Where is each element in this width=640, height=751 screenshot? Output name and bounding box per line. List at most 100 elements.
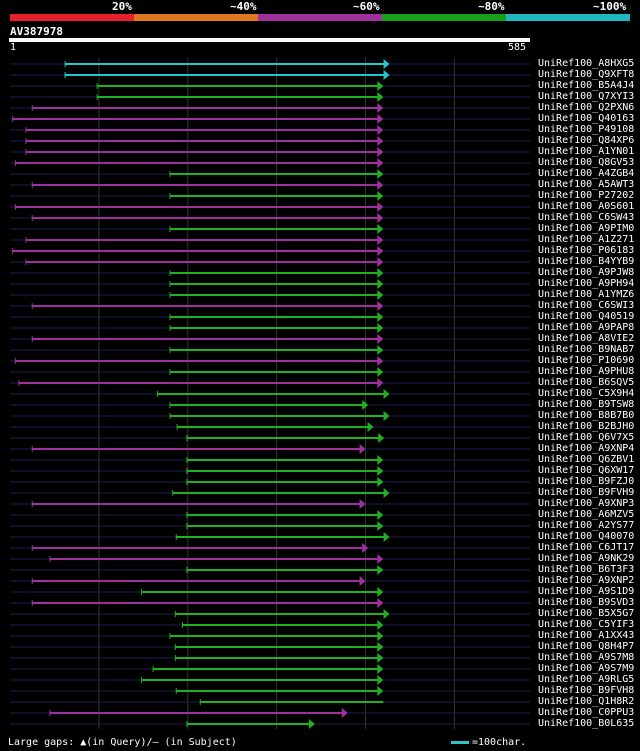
legend-label: ~80%: [478, 0, 505, 13]
hit-label[interactable]: UniRef100_P27202: [538, 190, 635, 201]
hit-label[interactable]: UniRef100_A9S7M8: [538, 652, 635, 663]
legend-label: ~60%: [353, 0, 380, 13]
hit-label[interactable]: UniRef100_A9PAP8: [538, 322, 635, 333]
hit-end-arrow: [377, 675, 384, 685]
hit-label[interactable]: UniRef100_B9NAB7: [538, 344, 635, 355]
hit-end-arrow: [377, 466, 384, 476]
hit-end-arrow: [377, 158, 384, 168]
hit-label[interactable]: UniRef100_Q40070: [538, 531, 635, 542]
hit-label[interactable]: UniRef100_Q6XW17: [538, 465, 635, 476]
hit-end-arrow: [377, 565, 384, 575]
hit-end-arrow: [308, 719, 315, 729]
hit-end-arrow: [377, 103, 384, 113]
hit-label[interactable]: UniRef100_B9FVH8: [538, 685, 635, 696]
hit-label[interactable]: UniRef100_A1XX43: [538, 630, 635, 641]
hit-end-arrow: [378, 433, 385, 443]
hit-label[interactable]: UniRef100_A9S7M9: [538, 663, 635, 674]
hit-label[interactable]: UniRef100_C5YIF3: [538, 619, 635, 630]
ruler-end-label: 585: [508, 42, 527, 53]
hit-label[interactable]: UniRef100_A9PJW8: [538, 267, 635, 278]
hit-label[interactable]: UniRef100_A8VIE2: [538, 333, 635, 344]
hit-end-arrow: [377, 92, 384, 102]
hit-end-arrow: [377, 301, 384, 311]
hit-label[interactable]: UniRef100_B9FVH9: [538, 487, 635, 498]
hit-end-arrow: [377, 202, 384, 212]
hit-end-arrow: [377, 191, 384, 201]
hit-end-arrow: [383, 389, 390, 399]
scale-swatch: [451, 740, 469, 744]
hit-label[interactable]: UniRef100_A9XNP4: [538, 443, 635, 454]
hit-label[interactable]: UniRef100_A9S1D9: [538, 586, 635, 597]
query-title: AV387978: [10, 25, 63, 38]
hit-end-arrow: [377, 455, 384, 465]
hit-label[interactable]: UniRef100_A4ZGB4: [538, 168, 635, 179]
hit-label[interactable]: UniRef100_A9PIM0: [538, 223, 635, 234]
hit-end-arrow: [383, 532, 390, 542]
hit-label[interactable]: UniRef100_P49108: [538, 124, 635, 135]
hit-label[interactable]: UniRef100_Q6ZBV1: [538, 454, 635, 465]
hit-label[interactable]: UniRef100_Q7XYI3: [538, 91, 635, 102]
hit-label[interactable]: UniRef100_B6T3F3: [538, 564, 635, 575]
hit-label[interactable]: UniRef100_A2YS77: [538, 520, 635, 531]
hit-label[interactable]: UniRef100_A9XNP3: [538, 498, 635, 509]
hit-end-arrow: [359, 576, 366, 586]
hit-label[interactable]: UniRef100_P06183: [538, 245, 635, 256]
hit-label[interactable]: UniRef100_C6SW43: [538, 212, 635, 223]
hit-label[interactable]: UniRef100_A5AWT3: [538, 179, 635, 190]
hit-label[interactable]: UniRef100_A9PH94: [538, 278, 635, 289]
hit-end-arrow: [377, 147, 384, 157]
hit-label[interactable]: UniRef100_Q6V7X5: [538, 432, 635, 443]
hit-label[interactable]: UniRef100_C5X9H4: [538, 388, 635, 399]
hit-end-arrow: [377, 224, 384, 234]
hit-label[interactable]: UniRef100_B5A4J4: [538, 80, 635, 91]
hit-end-arrow: [377, 510, 384, 520]
hit-label[interactable]: UniRef100_A0S601: [538, 201, 635, 212]
hit-label[interactable]: UniRef100_Q1H8R2: [538, 696, 635, 707]
hit-label[interactable]: UniRef100_B9FZJ0: [538, 476, 635, 487]
hit-label[interactable]: UniRef100_Q8GV53: [538, 157, 635, 168]
hit-label[interactable]: UniRef100_B0L635: [538, 718, 635, 729]
hit-label[interactable]: UniRef100_B4YYB9: [538, 256, 635, 267]
hit-label[interactable]: UniRef100_A9RLG5: [538, 674, 635, 685]
hit-end-arrow: [377, 554, 384, 564]
hit-label[interactable]: UniRef100_A9NK29: [538, 553, 635, 564]
hit-label[interactable]: UniRef100_A1Z271: [538, 234, 635, 245]
hit-label[interactable]: UniRef100_A1YMZ6: [538, 289, 635, 300]
hit-label[interactable]: UniRef100_A8HXG5: [538, 58, 635, 69]
hit-label[interactable]: UniRef100_Q84XP6: [538, 135, 635, 146]
hit-end-arrow: [377, 180, 384, 190]
hit-label[interactable]: UniRef100_B9TSW8: [538, 399, 635, 410]
hit-end-arrow: [377, 598, 384, 608]
hit-label[interactable]: UniRef100_B2BJH0: [538, 421, 635, 432]
legend-color-bar: [258, 14, 382, 21]
legend-label: ~40%: [230, 0, 257, 13]
legend-label: ~100%: [593, 0, 627, 13]
hit-label[interactable]: UniRef100_Q8H4P7: [538, 641, 635, 652]
hit-label[interactable]: UniRef100_Q2PXN6: [538, 102, 635, 113]
hit-end-arrow: [341, 708, 348, 718]
identity-legend: 20% ~40% ~60% ~80% ~100%: [0, 0, 640, 22]
hit-label[interactable]: UniRef100_B6SQV5: [538, 377, 635, 388]
hit-label[interactable]: UniRef100_C6SWI3: [538, 300, 635, 311]
hit-label[interactable]: UniRef100_A9XNP2: [538, 575, 635, 586]
hit-label[interactable]: UniRef100_Q9XFT8: [538, 69, 635, 80]
hit-end-arrow: [377, 664, 384, 674]
hit-end-arrow: [377, 312, 384, 322]
hit-label[interactable]: UniRef100_A6MZV5: [538, 509, 635, 520]
hit-end-arrow: [377, 367, 384, 377]
hit-label[interactable]: UniRef100_A1YN01: [538, 146, 635, 157]
hit-label[interactable]: UniRef100_P10690: [538, 355, 635, 366]
hit-label[interactable]: UniRef100_C6JT17: [538, 542, 635, 553]
hit-end-arrow: [377, 136, 384, 146]
hit-label[interactable]: UniRef100_A9PHU8: [538, 366, 635, 377]
hit-label[interactable]: UniRef100_C0PPU3: [538, 707, 635, 718]
hit-label[interactable]: UniRef100_B8B7B0: [538, 410, 635, 421]
hit-end-arrow: [383, 411, 390, 421]
hit-label[interactable]: UniRef100_Q40519: [538, 311, 635, 322]
hit-label[interactable]: UniRef100_B5X5G7: [538, 608, 635, 619]
hit-end-arrow: [359, 444, 366, 454]
hit-label[interactable]: UniRef100_B9SVD3: [538, 597, 635, 608]
hit-label[interactable]: UniRef100_Q40163: [538, 113, 635, 124]
legend-label: 20%: [112, 0, 132, 13]
hit-end-arrow: [377, 378, 384, 388]
